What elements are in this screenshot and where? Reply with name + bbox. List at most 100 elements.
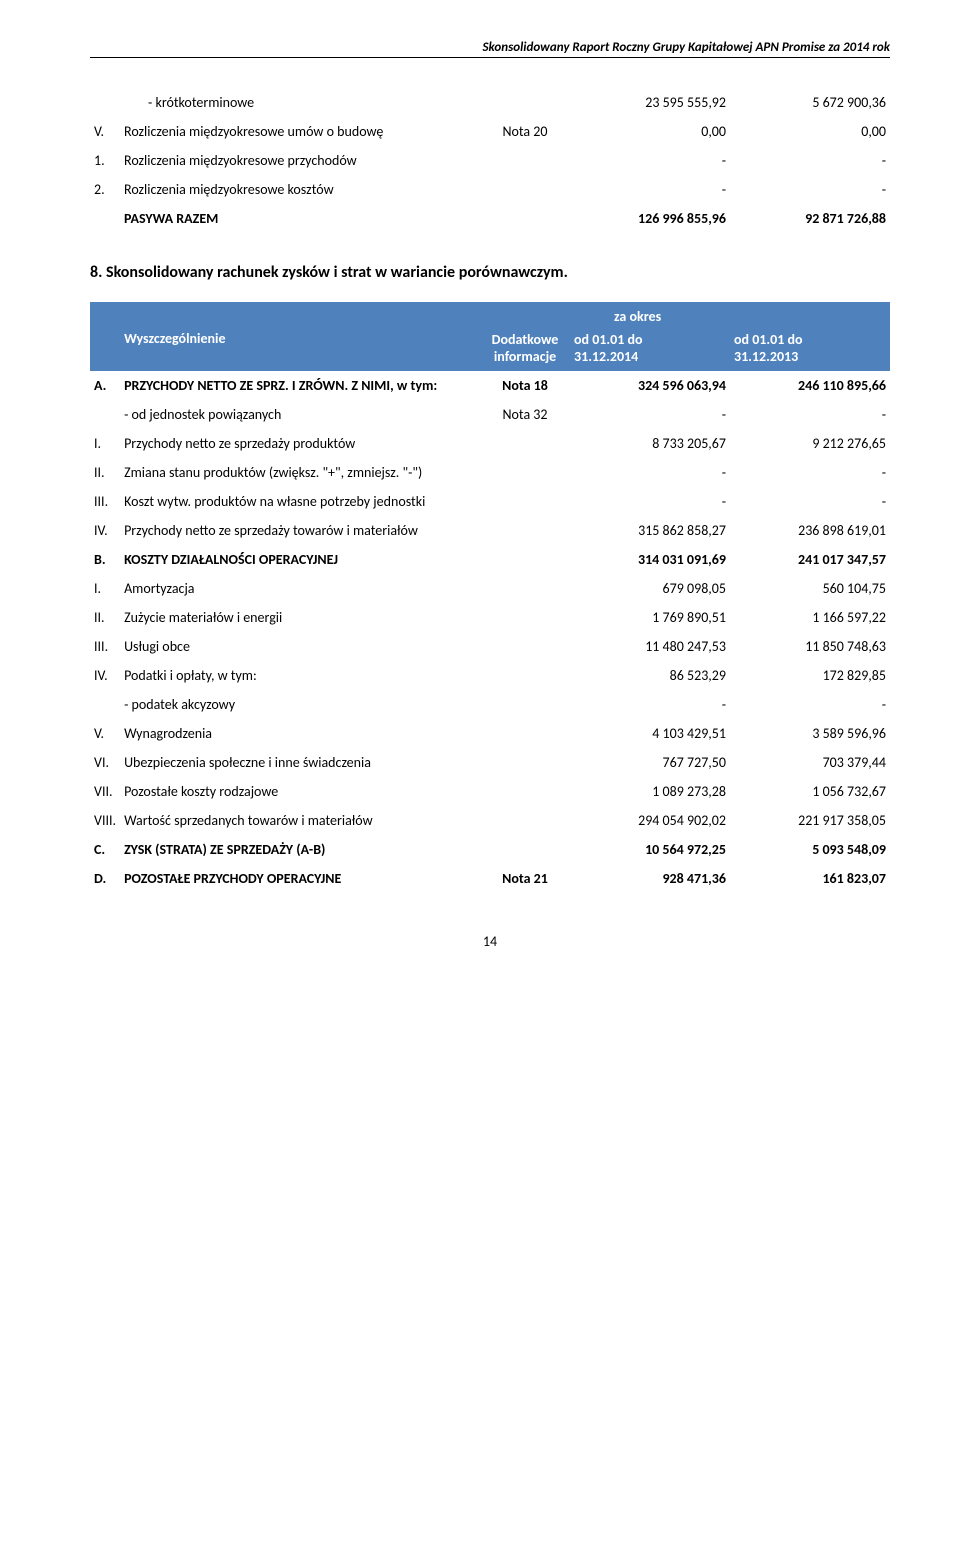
- row-value-2: -: [730, 690, 890, 719]
- row-marker: 1.: [90, 146, 120, 175]
- row-note: [480, 719, 570, 748]
- row-value-1: -: [570, 487, 730, 516]
- row-label: Wartość sprzedanych towarów i materiałów: [120, 806, 480, 835]
- row-value-1: 4 103 429,51: [570, 719, 730, 748]
- row-marker: [90, 690, 120, 719]
- row-note: [480, 175, 570, 204]
- row-marker: II.: [90, 603, 120, 632]
- row-value-2: 236 898 619,01: [730, 516, 890, 545]
- row-label: Zmiana stanu produktów (zwiększ. "+", zm…: [120, 458, 480, 487]
- row-note: [480, 835, 570, 864]
- row-label: - od jednostek powiązanych: [120, 400, 480, 429]
- row-label: Pozostałe koszty rodzajowe: [120, 777, 480, 806]
- row-value-1: -: [570, 458, 730, 487]
- row-marker: VII.: [90, 777, 120, 806]
- row-label: Rozliczenia międzyokresowe przychodów: [120, 146, 480, 175]
- table-row: PASYWA RAZEM 126 996 855,9692 871 726,88: [90, 204, 890, 233]
- row-marker: III.: [90, 632, 120, 661]
- row-value-2: -: [730, 175, 890, 204]
- row-value-2: 92 871 726,88: [730, 204, 890, 233]
- row-value-2: 0,00: [730, 117, 890, 146]
- row-marker: D.: [90, 864, 120, 893]
- row-note: [480, 204, 570, 233]
- row-note: [480, 777, 570, 806]
- row-marker: 2.: [90, 175, 120, 204]
- row-label: PASYWA RAZEM: [120, 204, 480, 233]
- row-label: Przychody netto ze sprzedaży produktów: [120, 429, 480, 458]
- row-value-2: 1 056 732,67: [730, 777, 890, 806]
- row-value-1: -: [570, 690, 730, 719]
- row-value-1: 928 471,36: [570, 864, 730, 893]
- row-note: [480, 603, 570, 632]
- page-number: 14: [90, 933, 890, 950]
- row-label: Ubezpieczenia społeczne i inne świadczen…: [120, 748, 480, 777]
- row-note: [480, 574, 570, 603]
- row-value-2: -: [730, 458, 890, 487]
- row-marker: VIII.: [90, 806, 120, 835]
- table-row: VI.Ubezpieczenia społeczne i inne świadc…: [90, 748, 890, 777]
- row-label: Rozliczenia międzyokresowe umów o budowę: [120, 117, 480, 146]
- table-row: 1.Rozliczenia międzyokresowe przychodów -…: [90, 146, 890, 175]
- row-label: ZYSK (STRATA) ZE SPRZEDAŻY (A-B): [120, 835, 480, 864]
- row-label: Zużycie materiałów i energii: [120, 603, 480, 632]
- row-value-1: 126 996 855,96: [570, 204, 730, 233]
- row-value-1: 767 727,50: [570, 748, 730, 777]
- table-row: VIII.Wartość sprzedanych towarów i mater…: [90, 806, 890, 835]
- header-dodatkowe: Dodatkowe informacje: [484, 325, 566, 365]
- row-label: POZOSTAŁE PRZYCHODY OPERACYJNE: [120, 864, 480, 893]
- row-label: Rozliczenia międzyokresowe kosztów: [120, 175, 480, 204]
- row-marker: V.: [90, 719, 120, 748]
- table-row: IV.Podatki i opłaty, w tym:86 523,29172 …: [90, 661, 890, 690]
- row-value-1: -: [570, 175, 730, 204]
- row-value-1: 315 862 858,27: [570, 516, 730, 545]
- row-value-2: 703 379,44: [730, 748, 890, 777]
- table-row: II.Zużycie materiałów i energii1 769 890…: [90, 603, 890, 632]
- row-label: Przychody netto ze sprzedaży towarów i m…: [120, 516, 480, 545]
- header-wyszczegolnienie: Wyszczególnienie: [124, 308, 476, 347]
- row-note: [480, 487, 570, 516]
- row-value-1: 10 564 972,25: [570, 835, 730, 864]
- row-note: [480, 516, 570, 545]
- table-row: D.POZOSTAŁE PRZYCHODY OPERACYJNENota 219…: [90, 864, 890, 893]
- header-p1a: od 01.01 do: [574, 331, 643, 348]
- row-marker: V.: [90, 117, 120, 146]
- table-row: I.Amortyzacja679 098,05560 104,75: [90, 574, 890, 603]
- row-label: Usługi obce: [120, 632, 480, 661]
- row-value-2: 5 672 900,36: [730, 88, 890, 117]
- row-value-1: 23 595 555,92: [570, 88, 730, 117]
- row-marker: [90, 400, 120, 429]
- row-label: Podatki i opłaty, w tym:: [120, 661, 480, 690]
- row-label: PRZYCHODY NETTO ZE SPRZ. I ZRÓWN. Z NIMI…: [120, 371, 480, 400]
- table-row: - od jednostek powiązanychNota 32--: [90, 400, 890, 429]
- row-label: - krótkoterminowe: [120, 88, 480, 117]
- row-value-1: 86 523,29: [570, 661, 730, 690]
- row-value-2: 9 212 276,65: [730, 429, 890, 458]
- pasywa-table: - krótkoterminowe 23 595 555,925 672 900,…: [90, 88, 890, 233]
- row-note: Nota 32: [480, 400, 570, 429]
- row-note: [480, 748, 570, 777]
- table-row: - podatek akcyzowy--: [90, 690, 890, 719]
- row-value-2: 246 110 895,66: [730, 371, 890, 400]
- row-value-2: 5 093 548,09: [730, 835, 890, 864]
- header-za-okres-spacer: [484, 308, 566, 325]
- row-label: Koszt wytw. produktów na własne potrzeby…: [120, 487, 480, 516]
- table-row: - krótkoterminowe 23 595 555,925 672 900,…: [90, 88, 890, 117]
- row-value-2: 161 823,07: [730, 864, 890, 893]
- table-row: V.Rozliczenia międzyokresowe umów o budo…: [90, 117, 890, 146]
- header-p1b: 31.12.2014: [574, 348, 638, 365]
- header-za-okres: za okres: [574, 308, 726, 325]
- row-note: Nota 18: [480, 371, 570, 400]
- row-value-2: 241 017 347,57: [730, 545, 890, 574]
- row-note: Nota 20: [480, 117, 570, 146]
- row-value-1: -: [570, 146, 730, 175]
- row-marker: B.: [90, 545, 120, 574]
- row-value-2: 560 104,75: [730, 574, 890, 603]
- section-8-title: 8. Skonsolidowany rachunek zysków i stra…: [90, 263, 890, 282]
- row-value-1: 11 480 247,53: [570, 632, 730, 661]
- table-row: A.PRZYCHODY NETTO ZE SPRZ. I ZRÓWN. Z NI…: [90, 371, 890, 400]
- row-marker: II.: [90, 458, 120, 487]
- row-value-1: 679 098,05: [570, 574, 730, 603]
- row-marker: I.: [90, 429, 120, 458]
- row-label: KOSZTY DZIAŁALNOŚCI OPERACYJNEJ: [120, 545, 480, 574]
- table-row: III.Koszt wytw. produktów na własne potr…: [90, 487, 890, 516]
